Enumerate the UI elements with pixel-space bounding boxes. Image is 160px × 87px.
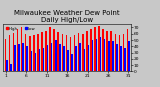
Bar — [9, 35, 10, 71]
Bar — [31, 51, 32, 71]
Bar — [88, 45, 89, 71]
Bar — [4, 39, 6, 71]
Bar — [100, 37, 101, 71]
Bar — [102, 29, 104, 71]
Bar — [70, 37, 71, 71]
Bar — [29, 36, 31, 71]
Bar — [82, 34, 84, 71]
Bar — [127, 29, 128, 71]
Bar — [45, 31, 47, 71]
Bar — [33, 35, 35, 71]
Bar — [43, 48, 44, 71]
Bar — [35, 53, 36, 71]
Bar — [115, 34, 116, 71]
Bar — [6, 60, 8, 71]
Bar — [17, 29, 18, 71]
Bar — [79, 43, 81, 71]
Bar — [41, 32, 43, 71]
Bar — [111, 31, 112, 71]
Bar — [22, 43, 24, 71]
Bar — [75, 46, 77, 71]
Bar — [47, 45, 48, 71]
Bar — [86, 31, 88, 71]
Bar — [108, 41, 109, 71]
Bar — [57, 32, 59, 71]
Bar — [98, 26, 100, 71]
Bar — [18, 44, 20, 71]
Legend: High, Low: High, Low — [5, 26, 36, 31]
Title: Milwaukee Weather Dew Point
Daily High/Low: Milwaukee Weather Dew Point Daily High/L… — [14, 10, 120, 23]
Bar — [10, 64, 12, 71]
Bar — [21, 27, 22, 71]
Bar — [96, 39, 97, 71]
Bar — [66, 35, 67, 71]
Bar — [119, 35, 120, 71]
Bar — [51, 43, 52, 71]
Bar — [90, 29, 92, 71]
Bar — [120, 46, 122, 71]
Bar — [104, 39, 105, 71]
Bar — [53, 29, 55, 71]
Bar — [78, 33, 79, 71]
Bar — [62, 34, 63, 71]
Bar — [67, 50, 69, 71]
Bar — [14, 45, 16, 71]
Bar — [39, 49, 40, 71]
Bar — [106, 31, 108, 71]
Bar — [13, 33, 14, 71]
Bar — [84, 49, 85, 71]
Bar — [55, 40, 56, 71]
Bar — [59, 44, 61, 71]
Bar — [92, 40, 93, 71]
Bar — [26, 46, 28, 71]
Bar — [49, 27, 51, 71]
Bar — [123, 34, 124, 71]
Bar — [71, 54, 73, 71]
Bar — [112, 41, 114, 71]
Bar — [74, 35, 75, 71]
Bar — [63, 46, 65, 71]
Bar — [37, 34, 39, 71]
Bar — [116, 44, 118, 71]
Bar — [94, 27, 96, 71]
Bar — [124, 48, 126, 71]
Bar — [25, 34, 26, 71]
Bar — [128, 41, 130, 71]
